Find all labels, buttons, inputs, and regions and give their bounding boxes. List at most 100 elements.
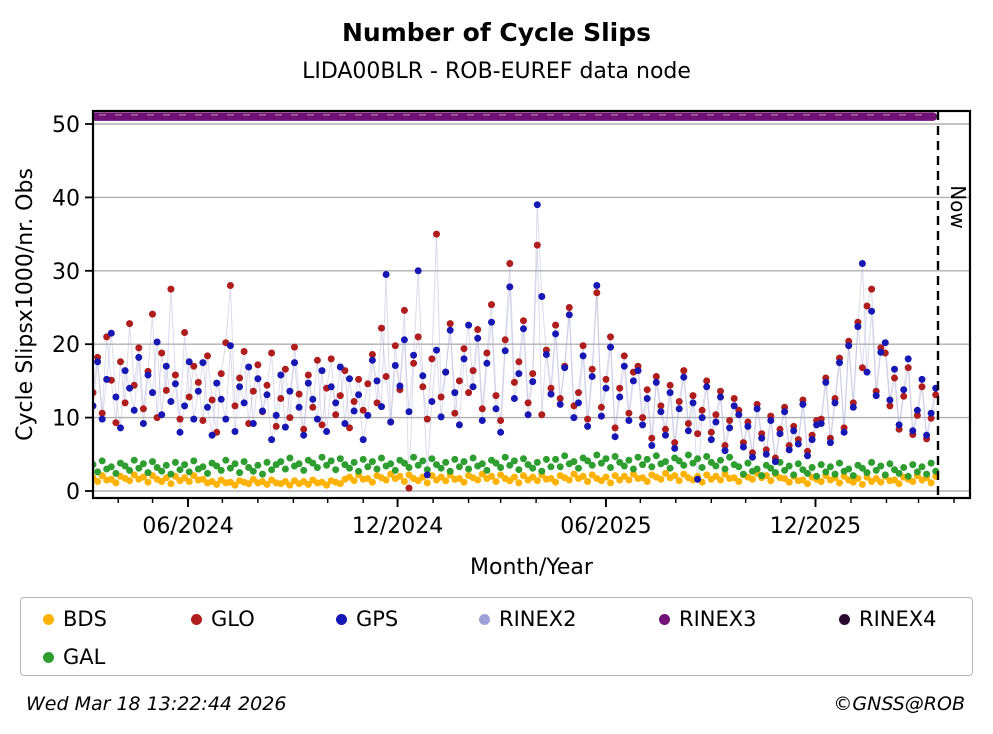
glo-data-point	[648, 434, 656, 442]
gps-data-point	[185, 358, 193, 366]
glo-data-point	[414, 333, 422, 341]
gps-data-point	[492, 405, 500, 413]
gal-data-point	[584, 457, 592, 465]
gal-data-point	[625, 456, 633, 464]
glo-data-point	[355, 375, 363, 383]
bds-data-point	[836, 479, 843, 487]
gps-data-point	[460, 355, 468, 363]
gps-data-point	[776, 430, 784, 438]
glo-data-point	[891, 374, 898, 382]
glo-data-point	[240, 348, 248, 355]
glo-data-point	[217, 370, 225, 378]
bds-data-point	[94, 478, 102, 485]
glo-data-point	[666, 381, 674, 389]
gal-data-point	[826, 463, 834, 471]
gal-data-point	[446, 467, 454, 475]
gal-data-point	[149, 458, 156, 466]
glo-data-point	[185, 393, 193, 401]
glo-data-point	[552, 321, 560, 329]
gps-data-point	[790, 427, 798, 435]
glo-data-point	[410, 359, 418, 367]
gps-data-point	[291, 359, 298, 367]
gps-data-point	[419, 372, 427, 380]
bds-data-point	[927, 479, 935, 487]
gal-data-point	[231, 460, 239, 468]
gal-data-point	[506, 461, 514, 469]
y-axis: 0 10 20 30 40 50	[52, 113, 93, 505]
glo-data-point	[863, 302, 871, 310]
gps-data-point	[176, 428, 184, 436]
gal-data-point	[588, 461, 596, 469]
gps-data-point	[121, 367, 129, 375]
gal-data-point	[176, 466, 184, 474]
glo-data-point	[584, 415, 592, 423]
glo-data-point	[208, 396, 216, 404]
glo-data-point	[277, 395, 285, 402]
glo-data-point	[199, 417, 207, 424]
glo-data-point	[671, 439, 679, 447]
gal-data-point	[478, 460, 486, 468]
gal-data-point	[570, 458, 578, 466]
gps-data-point	[588, 373, 596, 380]
gal-data-point	[771, 469, 779, 477]
gps-data-point	[465, 321, 473, 329]
gal-data-point	[602, 455, 610, 463]
gps-data-point	[217, 395, 225, 403]
gal-data-point	[680, 461, 688, 469]
gps-data-point	[423, 471, 431, 479]
legend: BDS GLO GPS RINEX2 RINEX3 RINEX4 GAL	[20, 597, 973, 676]
gal-data-point	[868, 458, 876, 466]
gps-data-point	[822, 378, 830, 386]
bds-data-point	[629, 470, 637, 478]
gps-data-point	[597, 412, 605, 420]
bds-series	[93, 469, 940, 489]
gps-data-point	[753, 405, 761, 413]
glo-data-point	[126, 320, 134, 328]
gps-data-point	[771, 458, 779, 466]
bds-data-point	[721, 470, 729, 478]
gps-data-point	[707, 436, 715, 444]
legend-item-rinex2: RINEX2	[479, 607, 577, 631]
gal-data-point	[94, 468, 102, 476]
gal-data-point	[199, 463, 207, 471]
gal-data-point	[652, 452, 660, 460]
gal-data-point	[863, 469, 871, 477]
gps-data-point	[117, 424, 124, 432]
gps-data-point	[854, 323, 862, 331]
glo-data-point	[460, 345, 468, 353]
gal-data-point	[286, 454, 294, 462]
gal-data-point	[607, 464, 614, 471]
bds-data-point	[703, 471, 711, 479]
glo-data-point	[263, 381, 271, 389]
gps-data-point	[455, 421, 463, 429]
glo-data-point	[171, 371, 179, 379]
y-tick-label: 30	[52, 260, 80, 285]
glo-data-point	[231, 402, 239, 410]
gal-data-point	[877, 462, 885, 470]
gal-data-point	[313, 464, 321, 471]
glo-data-point	[112, 419, 120, 427]
gal-data-point	[451, 455, 459, 463]
x-tick-label: 06/2025	[560, 514, 651, 539]
gal-data-point	[346, 464, 353, 472]
gal-data-point	[575, 464, 582, 472]
gal-data-point	[414, 461, 422, 469]
gal-data-point	[822, 468, 830, 476]
bds-data-point	[579, 472, 587, 480]
gal-data-point	[295, 460, 303, 468]
gps-data-point	[625, 417, 633, 424]
gps-data-point	[400, 336, 408, 344]
gal-data-point	[112, 469, 120, 477]
glo-data-point	[300, 425, 308, 433]
glo-data-point	[913, 411, 921, 419]
gps-data-point	[171, 380, 179, 388]
x-tick-label: 06/2024	[142, 514, 233, 539]
glo-data-point	[886, 402, 894, 410]
gal-data-point	[845, 465, 853, 473]
gal-data-point	[556, 463, 564, 471]
glo-data-point	[717, 387, 724, 395]
gps-data-point	[313, 415, 321, 423]
gal-data-point	[744, 459, 752, 467]
bds-data-point	[611, 472, 619, 480]
gps-data-point	[286, 387, 294, 395]
